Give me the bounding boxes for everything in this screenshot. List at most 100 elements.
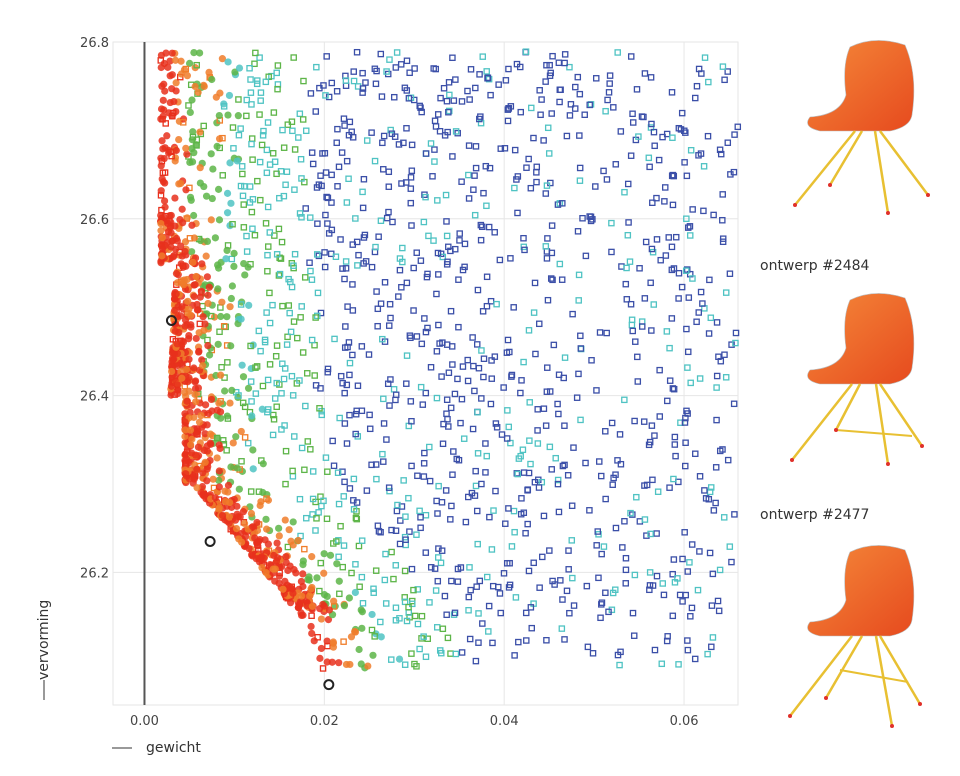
scatter-point <box>392 562 400 569</box>
scatter-point <box>229 439 237 447</box>
scatter-point <box>311 372 318 379</box>
scatter-point <box>393 49 401 56</box>
scatter-point <box>167 382 176 390</box>
scatter-point <box>289 518 297 526</box>
scatter-point <box>410 307 417 314</box>
scatter-point <box>512 594 520 601</box>
scatter-point <box>205 351 214 359</box>
scatter-point <box>349 281 356 288</box>
scatter-point <box>193 306 202 314</box>
scatter-point <box>185 102 192 109</box>
scatter-point <box>188 435 196 443</box>
scatter-point <box>157 220 165 228</box>
scatter-point <box>483 452 491 460</box>
scatter-point <box>566 63 573 71</box>
scatter-point <box>249 465 257 473</box>
scatter-point <box>264 376 272 384</box>
scatter-point <box>386 300 394 308</box>
scatter-point <box>640 418 648 425</box>
scatter-point <box>443 396 451 403</box>
scatter-point <box>334 183 341 190</box>
scatter-point <box>483 573 491 581</box>
scatter-point <box>313 63 320 71</box>
scatter-point <box>341 420 349 427</box>
scatter-point <box>451 609 459 617</box>
scatter-point <box>427 564 435 571</box>
scatter-point <box>500 570 508 577</box>
scatter-point <box>623 264 630 272</box>
scatter-point <box>188 248 196 256</box>
scatter-point <box>324 616 333 624</box>
scatter-point <box>215 505 223 513</box>
scatter-point <box>372 567 380 574</box>
scatter-point <box>258 457 265 464</box>
scatter-point <box>311 341 318 349</box>
design-label-2477: ontwerp #2477 <box>760 507 870 523</box>
scatter-point <box>233 502 241 510</box>
scatter-point <box>478 223 486 231</box>
scatter-point <box>240 519 249 528</box>
scatter-point <box>636 518 644 525</box>
scatter-point <box>372 80 380 88</box>
scatter-point <box>324 468 331 475</box>
scatter-point <box>697 288 705 296</box>
scatter-point <box>668 315 676 322</box>
scatter-point <box>323 515 331 523</box>
scatter-point <box>377 633 385 641</box>
scatter-point <box>323 658 331 666</box>
scatter-point <box>334 125 341 133</box>
scatter-point <box>374 322 381 330</box>
scatter-point <box>586 213 593 220</box>
scatter-point <box>223 313 231 321</box>
scatter-point <box>622 554 630 562</box>
scatter-point <box>617 648 624 656</box>
scatter-point <box>394 501 401 509</box>
scatter-point <box>385 183 393 190</box>
scatter-point <box>570 444 577 451</box>
scatter-point <box>160 197 169 205</box>
scatter-point <box>550 341 558 349</box>
scatter-point <box>312 314 319 321</box>
scatter-point <box>452 128 460 135</box>
scatter-point <box>449 471 456 478</box>
scatter-point <box>576 90 584 98</box>
scatter-point <box>290 318 298 325</box>
scatter-point <box>505 505 512 512</box>
scatter-point <box>349 241 357 248</box>
scatter-point <box>395 293 402 300</box>
scatter-point <box>678 109 686 117</box>
scatter-point <box>181 418 189 426</box>
scatter-point <box>359 89 366 96</box>
scatter-point <box>710 211 717 219</box>
scatter-point <box>483 68 490 75</box>
scatter-point <box>382 550 389 558</box>
scatter-point <box>674 575 681 582</box>
scatter-point <box>355 645 363 654</box>
scatter-point <box>344 343 351 351</box>
scatter-point <box>273 69 280 77</box>
scatter-point <box>511 528 518 536</box>
scatter-point <box>317 644 326 653</box>
scatter-point <box>469 425 477 433</box>
scatter-point <box>177 179 185 188</box>
scatter-point <box>320 569 328 577</box>
scatter-point <box>248 101 255 108</box>
scatter-point <box>627 300 635 308</box>
scatter-point <box>548 110 555 117</box>
scatter-point <box>734 123 742 131</box>
scatter-point <box>309 160 317 168</box>
scatter-point <box>422 193 429 201</box>
scatter-point <box>317 559 325 567</box>
scatter-point <box>477 221 485 229</box>
scatter-point <box>420 473 428 480</box>
scatter-point <box>436 340 443 347</box>
scatter-point <box>197 287 205 295</box>
scatter-point <box>235 392 242 399</box>
scatter-point <box>190 234 199 242</box>
scatter-point <box>612 471 619 478</box>
scatter-point <box>411 65 418 72</box>
scatter-point <box>395 141 403 148</box>
scatter-point <box>273 251 281 258</box>
scatter-point <box>261 336 269 344</box>
scatter-point <box>204 336 211 344</box>
